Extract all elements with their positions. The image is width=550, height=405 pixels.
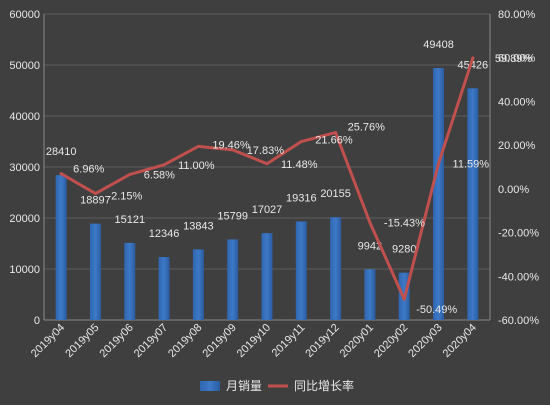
x-tick-label: 2019y06 [98,322,136,360]
y-left-tick-label: 10000 [9,264,40,276]
growth-point [402,297,406,301]
y-right-tick-label: -60.00% [498,315,539,327]
bar [295,221,307,320]
x-tick-label: 2019y05 [63,322,101,360]
y-right-tick-label: 80.00% [498,9,536,21]
bar [261,233,273,320]
bar-value-label: 9942 [358,240,382,252]
growth-point [231,148,235,152]
y-right-tick-label: 20.00% [498,140,536,152]
y-right-tick-label: 40.00% [498,96,536,108]
line-value-label: -2.15% [107,191,142,203]
growth-point [93,192,97,196]
growth-point [128,172,132,176]
y-right-tick-label: -40.00% [498,271,539,283]
y-right-tick-label: 0.00% [498,184,529,196]
x-tick-label: 2019y12 [303,322,341,360]
bar-value-label: 15799 [217,210,248,222]
bar-value-label: 28410 [46,146,77,158]
growth-point [265,162,269,166]
line-value-label: 25.76% [348,122,386,134]
legend-swatch-bar [200,381,220,391]
legend-label-line: 同比增长率 [294,378,354,393]
line-value-label: 19.46% [212,139,250,151]
line-value-label: 11.00% [178,160,215,172]
bar-value-label: 13843 [183,220,214,232]
x-tick-label: 2019y07 [132,322,170,360]
y-left-tick-label: 0 [34,315,40,327]
y-right-tick-label: 60.00% [498,53,536,65]
y-left-tick-label: 50000 [9,60,40,72]
growth-point [334,131,338,135]
bar-value-label: 45426 [458,59,489,71]
x-tick-label: 2020y01 [338,322,376,360]
y-left-tick-label: 40000 [9,111,40,123]
x-tick-label: 2019y09 [200,322,238,360]
x-tick-label: 2020y04 [441,322,479,360]
growth-point [59,172,63,176]
y-left-tick-label: 30000 [9,162,40,174]
bar-value-label: 17027 [252,204,283,216]
bar [55,175,67,320]
bar [364,269,376,320]
x-tick-label: 2019y08 [166,322,204,360]
bar-value-label: 12346 [149,228,180,240]
growth-point [471,56,475,60]
bar-value-label: 20155 [320,188,351,200]
bar [158,257,170,320]
line-value-label: -15.43% [384,218,425,230]
bar-value-label: 18897 [80,195,111,207]
growth-point [196,144,200,148]
growth-point [368,221,372,225]
y-left-tick-label: 20000 [9,213,40,225]
line-value-label: -50.49% [416,304,457,316]
bar [192,249,204,320]
bar [89,223,101,320]
x-tick-label: 2020y03 [406,322,444,360]
line-value-label: 59.89% [495,53,533,65]
x-tick-label: 2019y04 [29,322,67,360]
x-tick-label: 2020y02 [372,322,410,360]
bar [467,88,479,321]
bar-value-label: 9280 [392,244,416,256]
line-value-label: 11.48% [281,159,318,171]
bar [124,242,136,320]
growth-point [162,163,166,167]
bar-value-label: 19316 [286,192,317,204]
line-value-label: 11.59% [453,159,490,171]
x-tick-label: 2019y11 [270,322,308,360]
line-value-label: 6.58% [144,169,175,181]
bar [330,217,342,320]
line-value-label: 17.83% [247,145,285,157]
bar-value-label: 15121 [114,214,145,226]
growth-point [437,162,441,166]
x-tick-label: 2019y10 [235,322,273,360]
legend-label-bar: 月销量 [226,379,262,393]
bar [433,68,445,321]
bar [227,239,239,320]
y-right-tick-label: -20.00% [498,228,539,240]
bar-value-label: 49408 [423,39,454,51]
line-value-label: 21.66% [315,135,353,147]
growth-point [299,140,303,144]
y-left-tick-label: 60000 [9,9,40,21]
line-value-label: 6.96% [73,164,104,176]
